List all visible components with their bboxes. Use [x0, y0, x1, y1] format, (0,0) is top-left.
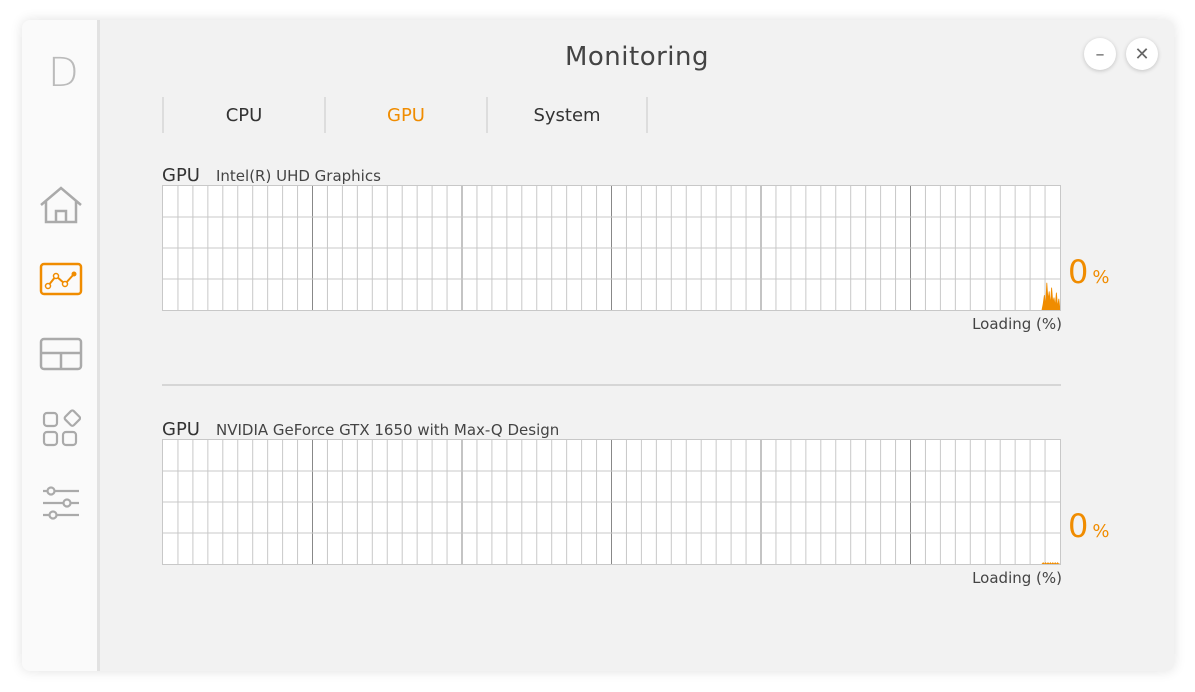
app-logo: D: [48, 50, 79, 96]
gpu-name: Intel(R) UHD Graphics: [215, 167, 381, 185]
minimize-icon: –: [1095, 43, 1105, 65]
home-icon: [40, 186, 82, 224]
gpu-label: GPU: [162, 165, 200, 186]
section-divider: [162, 384, 1061, 386]
chart-caption: Loading (%): [972, 315, 1062, 333]
gpu-name: NVIDIA GeForce GTX 1650 with Max-Q Desig…: [215, 421, 560, 439]
minimize-button[interactable]: –: [1084, 38, 1116, 70]
tab-bar: CPU GPU System: [162, 97, 648, 133]
tab-gpu[interactable]: GPU: [324, 97, 486, 133]
gpu-load-chart: [162, 439, 1061, 565]
sidebar: D: [22, 20, 100, 671]
load-unit: %: [1092, 267, 1110, 288]
chart-icon: [39, 262, 83, 296]
tab-system[interactable]: System: [486, 97, 648, 133]
sidebar-item-settings[interactable]: [38, 483, 84, 523]
gpu-load-value: 0%: [1068, 507, 1109, 545]
gpu-label: GPU: [162, 419, 200, 440]
gpu-load-chart: [162, 185, 1061, 311]
gpu-panel-1: GPU Intel(R) UHD Graphics 0% Loading (%): [162, 165, 1122, 333]
gpu-panel-2: GPU NVIDIA GeForce GTX 1650 with Max-Q De…: [162, 419, 1122, 587]
app-window: D Monitoring – ✕ CPU GPU System GPU Intel…: [22, 20, 1174, 671]
sidebar-item-monitoring[interactable]: [38, 259, 84, 299]
sidebar-item-home[interactable]: [38, 185, 84, 225]
close-button[interactable]: ✕: [1126, 38, 1158, 70]
load-unit: %: [1092, 521, 1110, 542]
chart-caption: Loading (%): [972, 569, 1062, 587]
load-series-area: [1041, 562, 1060, 564]
tab-cpu[interactable]: CPU: [162, 97, 324, 133]
sidebar-item-layout[interactable]: [38, 334, 84, 374]
sliders-icon: [43, 486, 79, 520]
layout-icon: [39, 337, 83, 371]
load-number: 0: [1068, 253, 1089, 291]
gpu-load-value: 0%: [1068, 253, 1109, 291]
page-title: Monitoring: [564, 42, 710, 72]
close-icon: ✕: [1134, 43, 1150, 65]
load-series-area: [1041, 282, 1060, 310]
load-number: 0: [1068, 507, 1089, 545]
sidebar-item-apps[interactable]: [38, 409, 84, 449]
apps-icon: [42, 409, 81, 447]
